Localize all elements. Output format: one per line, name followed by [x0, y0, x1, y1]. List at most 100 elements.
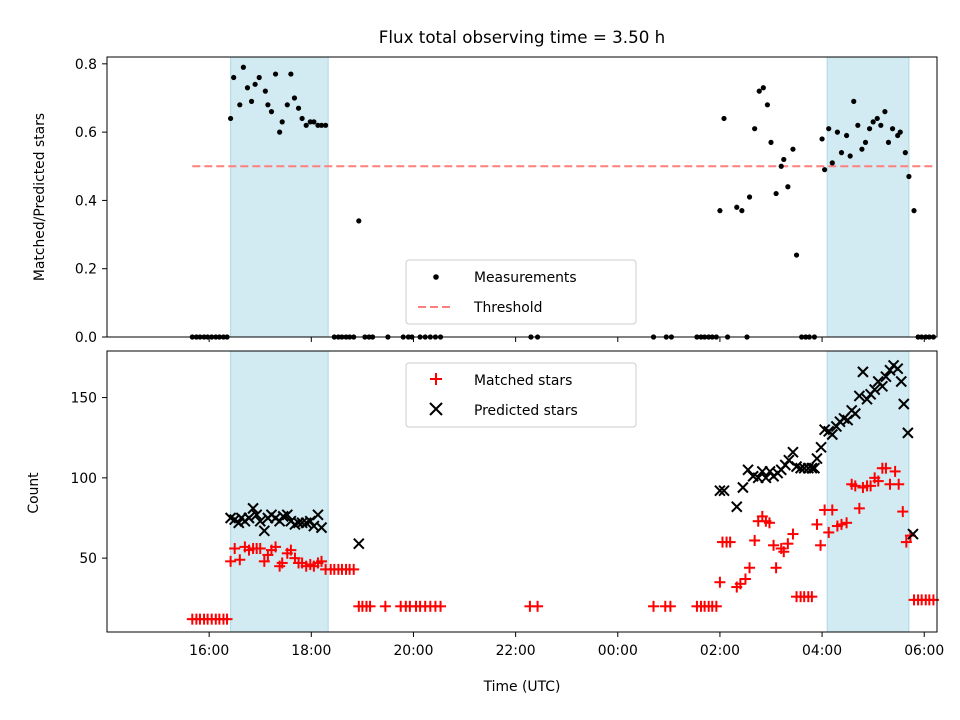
- matched-star-point: [815, 539, 827, 551]
- matched-star-point: [826, 504, 838, 516]
- matched-star-point: [823, 526, 835, 538]
- measurement-point: [790, 146, 796, 152]
- chart-title: Flux total observing time = 3.50 h: [379, 27, 665, 47]
- measurement-point: [284, 102, 290, 108]
- top-legend: Measurements Threshold: [405, 259, 637, 325]
- matched-star-point: [254, 543, 266, 555]
- matched-star-point: [778, 546, 790, 558]
- x-tick-label: 04:00: [802, 643, 842, 659]
- measurement-point: [843, 132, 850, 139]
- measurement-point: [760, 85, 766, 91]
- legend-predicted-label: Predicted stars: [474, 403, 578, 419]
- top-x-ticks: [208, 337, 925, 342]
- predicted-star-points: [224, 359, 919, 550]
- matched-star-point: [229, 543, 241, 555]
- x-tick-label: 00:00: [598, 643, 638, 659]
- matched-star-point: [225, 555, 237, 567]
- bottom-y-tick-label: 100: [70, 471, 97, 487]
- measurement-point: [244, 85, 251, 91]
- predicted-star-point: [895, 375, 907, 388]
- predicted-star-point: [853, 390, 866, 402]
- bottom-y-tick-label: 50: [79, 551, 97, 567]
- measurement-point: [785, 184, 791, 190]
- matched-star-point: [889, 465, 901, 477]
- predicted-star-point: [353, 537, 365, 550]
- measurement-point: [356, 218, 362, 224]
- measurement-point: [768, 139, 774, 145]
- measurement-point: [902, 150, 908, 156]
- matched-star-point: [811, 518, 823, 530]
- x-axis-label: Time (UTC): [483, 679, 561, 695]
- matched-star-point: [710, 600, 722, 612]
- measurement-point: [240, 64, 246, 70]
- predicted-star-point: [868, 383, 881, 396]
- matched-star-point: [880, 462, 892, 474]
- measurement-point: [303, 122, 309, 128]
- top-ylabel: Matched/Predicted stars: [32, 113, 48, 281]
- predicted-star-point: [902, 427, 914, 439]
- matched-star-point: [258, 555, 270, 567]
- measurement-point: [248, 98, 255, 104]
- measurement-point: [752, 126, 758, 132]
- measurement-point: [862, 139, 869, 145]
- top-y-tick-label: 0.8: [75, 57, 97, 73]
- predicted-star-point: [898, 398, 910, 410]
- measurement-point: [307, 119, 313, 125]
- predicted-star-point: [806, 462, 818, 474]
- top-y-tick-label: 0.6: [75, 125, 97, 141]
- measurement-point: [866, 126, 873, 132]
- predicted-star-point: [718, 484, 730, 497]
- measurement-point: [778, 163, 784, 169]
- matched-star-point: [285, 544, 297, 556]
- measurement-point: [288, 71, 294, 77]
- matched-star-points: [186, 462, 939, 625]
- matched-star-point: [835, 518, 847, 530]
- matched-star-point: [734, 578, 746, 590]
- measurement-point: [323, 122, 329, 128]
- predicted-star-point: [811, 452, 823, 465]
- measurement-point: [906, 173, 912, 180]
- legend-threshold-label: Threshold: [473, 300, 542, 316]
- matched-star-point: [234, 554, 246, 566]
- measurement-point: [855, 122, 861, 128]
- measurement-point: [299, 115, 305, 122]
- measurement-point: [717, 208, 723, 214]
- measurement-point: [874, 115, 880, 122]
- matched-star-point: [724, 536, 736, 548]
- measurement-point: [847, 153, 853, 159]
- predicted-star-point: [714, 484, 726, 497]
- measurement-point: [721, 115, 727, 122]
- x-tick-label: 02:00: [700, 643, 740, 659]
- matched-star-point: [664, 600, 676, 612]
- measurement-point: [739, 208, 745, 214]
- predicted-star-point: [815, 441, 827, 454]
- measurement-point: [834, 129, 841, 135]
- measurement-point: [256, 74, 262, 81]
- matched-star-point: [853, 502, 865, 514]
- predicted-star-point: [312, 509, 324, 521]
- shaded-region: [230, 56, 329, 338]
- predicted-star-point: [880, 370, 892, 383]
- bottom-y-tick-label: 150: [70, 391, 97, 407]
- measurement-point: [793, 252, 800, 258]
- measurement-point: [822, 167, 828, 173]
- predicted-star-point: [731, 501, 743, 513]
- predicted-star-point: [876, 380, 889, 393]
- top-y-tick-label: 0.4: [75, 193, 97, 209]
- legend-matched-marker: [430, 373, 442, 385]
- measurement-point: [851, 98, 857, 104]
- matched-star-point: [763, 517, 775, 529]
- predicted-star-point: [737, 481, 749, 494]
- measurement-point: [228, 115, 234, 122]
- x-tick-label: 20:00: [393, 643, 433, 659]
- matched-star-point: [749, 534, 761, 546]
- measurement-point: [265, 102, 271, 108]
- top-plot-frame: [106, 56, 938, 338]
- bottom-plot-frame: [106, 350, 938, 633]
- predicted-star-point: [849, 407, 861, 420]
- matched-star-point: [714, 576, 726, 588]
- predicted-star-point: [258, 525, 271, 537]
- measurement-point: [311, 119, 317, 125]
- legend-matched-label: Matched stars: [474, 373, 572, 389]
